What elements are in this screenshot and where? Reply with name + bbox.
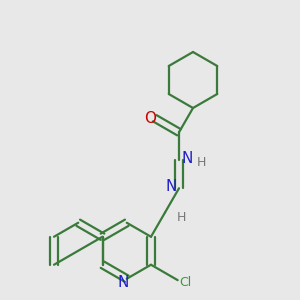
Text: H: H	[176, 211, 186, 224]
Text: H: H	[196, 156, 206, 169]
Text: O: O	[144, 111, 156, 126]
Text: N: N	[165, 179, 177, 194]
Text: N: N	[181, 151, 193, 166]
Text: Cl: Cl	[179, 276, 192, 289]
Text: N: N	[117, 275, 128, 290]
